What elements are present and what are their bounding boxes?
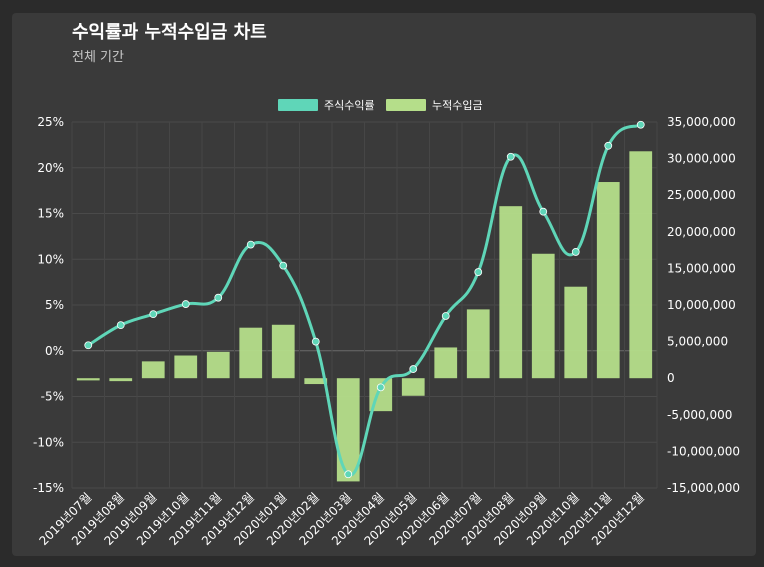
- line-point: [149, 310, 158, 319]
- y-right-tick-label: 5,000,000: [667, 335, 728, 349]
- line-point: [571, 248, 580, 256]
- legend-swatch: [386, 99, 426, 111]
- bar: [629, 151, 653, 379]
- legend: 주식수익률 누적수입금: [278, 99, 483, 112]
- bar: [141, 361, 165, 379]
- line-point: [214, 293, 223, 302]
- y-right-tick-label: -10,000,000: [667, 444, 740, 458]
- line-point: [441, 312, 450, 320]
- y-axis-left: 25% 20% 15% 10% 5% 0% -5% -10% -15%: [33, 115, 64, 495]
- y-right-tick-label: 25,000,000: [667, 188, 736, 202]
- bar: [499, 206, 523, 379]
- legend-label: 누적수입금: [432, 99, 483, 112]
- bar-series: [76, 151, 653, 482]
- y-right-tick-label: 10,000,000: [667, 298, 736, 312]
- bar: [564, 286, 588, 379]
- bar: [596, 182, 620, 379]
- bar: [76, 378, 100, 381]
- line-point: [116, 321, 125, 330]
- y-left-tick-label: 25%: [37, 115, 64, 129]
- y-left-tick-label: 5%: [45, 298, 64, 312]
- line-point: [376, 383, 385, 392]
- y-right-tick-label: 35,000,000: [667, 115, 736, 129]
- line-point: [344, 470, 353, 479]
- line-point: [636, 120, 645, 129]
- chart-subtitle: 전체 기간: [72, 50, 124, 65]
- y-axis-right: 35,000,000 30,000,000 25,000,000 20,000,000…: [667, 115, 740, 495]
- line-point: [311, 337, 320, 346]
- y-right-tick-label: -5,000,000: [667, 408, 732, 422]
- y-right-tick-label: -15,000,000: [667, 481, 740, 495]
- line-point: [246, 240, 255, 249]
- y-left-tick-label: 0%: [45, 344, 64, 358]
- bar: [466, 309, 490, 379]
- bar: [531, 253, 555, 379]
- line-point: [539, 207, 548, 216]
- legend-swatch: [278, 99, 318, 111]
- y-left-tick-label: -15%: [33, 481, 64, 495]
- chart-title: 수익률과 누적수입금 차트: [72, 22, 267, 43]
- bar: [239, 327, 263, 379]
- line-point: [279, 261, 288, 270]
- line-point: [84, 341, 93, 350]
- line-point: [604, 141, 613, 150]
- bar: [206, 351, 230, 379]
- line-point: [181, 300, 190, 308]
- bar: [336, 378, 360, 482]
- legend-label: 주식수익률: [324, 99, 375, 112]
- y-left-tick-label: 15%: [37, 207, 64, 221]
- bar: [401, 378, 425, 396]
- bar: [109, 378, 133, 382]
- bar: [271, 324, 295, 379]
- y-left-tick-label: -10%: [33, 435, 64, 449]
- y-right-tick-label: 20,000,000: [667, 225, 736, 239]
- line-point: [409, 365, 418, 373]
- bar: [434, 347, 458, 379]
- y-right-tick-label: 15,000,000: [667, 261, 736, 275]
- bar: [174, 355, 198, 379]
- line-series: [84, 120, 645, 479]
- bar: [304, 378, 328, 385]
- x-axis: 2019년07월2019년08월2019년09월2019년10월2019년11월…: [36, 490, 646, 548]
- y-left-tick-label: -5%: [41, 390, 64, 404]
- y-left-tick-label: 20%: [37, 161, 64, 175]
- line-point: [474, 268, 483, 276]
- y-left-tick-label: 10%: [37, 252, 64, 266]
- y-right-tick-label: 0: [667, 371, 675, 385]
- line-point: [506, 152, 515, 161]
- y-right-tick-label: 30,000,000: [667, 152, 736, 166]
